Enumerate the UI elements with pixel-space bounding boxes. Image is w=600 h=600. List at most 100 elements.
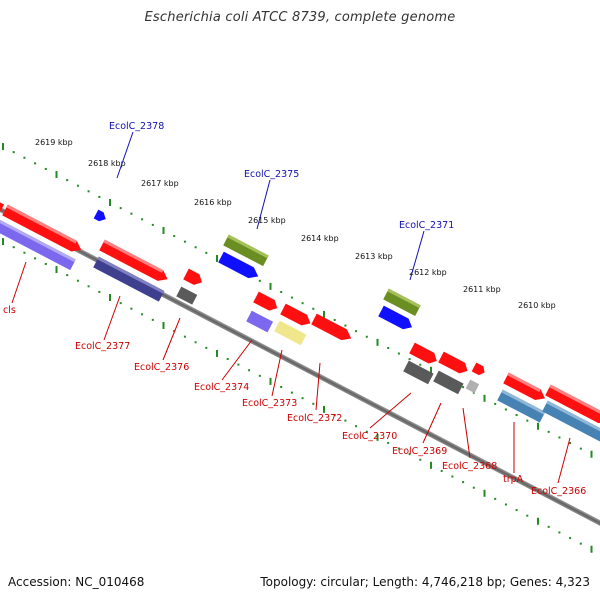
- scale-minor-tick: [258, 279, 261, 282]
- gene-arrow-red[interactable]: [253, 291, 280, 314]
- gene-label-ecolc-2366[interactable]: EcolC_2366: [531, 486, 586, 497]
- scale-label: 2612 kbp: [409, 268, 447, 277]
- scale-minor-tick: [515, 414, 518, 417]
- gene-ecolc-2371-olive[interactable]: [383, 288, 421, 316]
- scale-minor-tick: [312, 402, 315, 405]
- scale-minor-tick: [451, 475, 454, 478]
- scale-minor-tick: [569, 442, 572, 445]
- gene-label-ecolc-2374[interactable]: EcolC_2374: [194, 382, 249, 393]
- scale-minor-tick: [98, 195, 101, 198]
- scale-minor-tick: [205, 251, 208, 254]
- scale-minor-tick: [141, 313, 144, 316]
- gene-label-ecolc-2373[interactable]: EcolC_2373: [242, 398, 297, 409]
- gene-cls-segment[interactable]: [0, 198, 5, 212]
- scale-major-tick: [109, 199, 111, 207]
- scale-major-tick: [216, 254, 218, 262]
- scale-minor-tick: [365, 430, 368, 433]
- scale-minor-tick: [333, 318, 336, 321]
- scale-minor-tick: [387, 441, 390, 444]
- scale-minor-tick: [290, 391, 293, 394]
- gene-arrow-red[interactable]: [409, 342, 439, 367]
- scale-labels: 2619 kbp 2618 kbp 2617 kbp 2616 kbp 2615…: [35, 138, 556, 310]
- scale-minor-tick: [151, 318, 154, 321]
- gene-label-ecolc-2368[interactable]: EcolC_2368: [442, 461, 497, 472]
- gene-ecolc-2376-feature[interactable]: [176, 286, 198, 305]
- forward-strand-features: [0, 198, 600, 427]
- scale-minor-tick: [130, 307, 133, 310]
- scale-minor-tick: [419, 458, 422, 461]
- scale-minor-tick: [462, 481, 465, 484]
- scale-minor-tick: [173, 235, 176, 238]
- gene-ecolc-2373-feature[interactable]: [274, 320, 307, 346]
- gene-ecolc-2371-feature[interactable]: [378, 305, 415, 333]
- gene-label-ecolc-2372[interactable]: EcolC_2372: [287, 413, 342, 424]
- scale-minor-tick: [301, 302, 304, 305]
- gene-ecolc-2369-feature[interactable]: [433, 370, 464, 395]
- scale-major-tick: [483, 489, 486, 497]
- gene-ecolc-2375-feature[interactable]: [218, 251, 261, 282]
- gene-ecolc-2368-feature[interactable]: [465, 379, 480, 394]
- scale-minor-tick: [504, 408, 507, 411]
- bottom-gene-labels: cls EcolC_2377 EcolC_2376 EcolC_2374 Eco…: [3, 305, 586, 497]
- scale-minor-tick: [569, 537, 572, 540]
- gene-label-ecolc-2371[interactable]: EcolC_2371: [399, 220, 454, 231]
- scale-minor-tick: [12, 246, 15, 249]
- gene-ecolc-2378-feature[interactable]: [93, 209, 108, 224]
- gene-arrow-red[interactable]: [183, 268, 205, 288]
- scale-label: 2611 kbp: [463, 285, 501, 294]
- gene-label-ecolc-2378[interactable]: EcolC_2378: [109, 121, 164, 132]
- scale-minor-tick: [547, 525, 550, 528]
- scale-major-tick: [55, 266, 58, 274]
- gene-trpa-feature[interactable]: [497, 389, 546, 423]
- scale-major-tick: [537, 422, 539, 430]
- scale-label: 2619 kbp: [35, 138, 73, 147]
- gene-arrow-red[interactable]: [2, 204, 84, 255]
- scale-minor-tick: [355, 330, 358, 333]
- scale-minor-tick: [355, 425, 358, 428]
- scale-minor-tick: [226, 358, 229, 361]
- scale-minor-tick: [130, 212, 133, 215]
- scale-minor-tick: [183, 240, 186, 243]
- scale-minor-tick: [397, 447, 400, 450]
- scale-minor-tick: [494, 402, 497, 405]
- gene-ecolc-2377-feature[interactable]: [93, 256, 165, 302]
- scale-minor-tick: [280, 386, 283, 389]
- gene-label-ecolc-2376[interactable]: EcolC_2376: [134, 362, 189, 373]
- scale-minor-tick: [419, 363, 422, 366]
- accession-text: Accession: NC_010468: [8, 575, 145, 589]
- gene-arrow-red[interactable]: [280, 303, 313, 329]
- scale-minor-tick: [504, 503, 507, 506]
- gene-ecolc-2370-feature[interactable]: [403, 360, 434, 385]
- gene-arrow-red[interactable]: [471, 362, 487, 377]
- gene-arrow-red[interactable]: [311, 313, 354, 344]
- gene-ecolc-2366-feature[interactable]: [542, 400, 600, 444]
- gene-ecolc-2374-feature[interactable]: [246, 310, 274, 333]
- scale-label: 2618 kbp: [88, 159, 126, 168]
- scale-minor-tick: [547, 430, 550, 433]
- scale-minor-tick: [301, 397, 304, 400]
- scale-minor-tick: [387, 346, 390, 349]
- gene-ecolc-2366-red[interactable]: [545, 384, 600, 427]
- gene-trpa-red[interactable]: [503, 372, 548, 404]
- topology-stats-text: Topology: circular; Length: 4,746,218 bp…: [260, 575, 590, 589]
- gene-label-ecolc-2377[interactable]: EcolC_2377: [75, 341, 130, 352]
- gene-cls-feature[interactable]: [0, 218, 76, 271]
- gene-label-ecolc-2370[interactable]: EcolC_2370: [342, 431, 397, 442]
- gene-ecolc-2375-olive[interactable]: [223, 234, 269, 267]
- scale-major-tick: [483, 394, 486, 402]
- gene-label-trpa[interactable]: trpA: [503, 474, 524, 485]
- scale-major-tick: [216, 349, 218, 357]
- scale-minor-tick: [119, 207, 122, 210]
- page-title: Escherichia coli ATCC 8739, complete gen…: [144, 10, 456, 25]
- scale-minor-tick: [558, 531, 561, 534]
- scale-label: 2616 kbp: [194, 198, 232, 207]
- gene-label-cls[interactable]: cls: [3, 305, 16, 316]
- gene-label-ecolc-2369[interactable]: EcolC_2369: [392, 446, 447, 457]
- gene-arrow-red[interactable]: [438, 351, 470, 377]
- gene-label-ecolc-2375[interactable]: EcolC_2375: [244, 169, 299, 180]
- gene-arrow-red[interactable]: [99, 239, 170, 285]
- scale-minor-tick: [472, 391, 475, 394]
- scale-major-tick: [55, 171, 58, 179]
- scale-minor-tick: [397, 352, 400, 355]
